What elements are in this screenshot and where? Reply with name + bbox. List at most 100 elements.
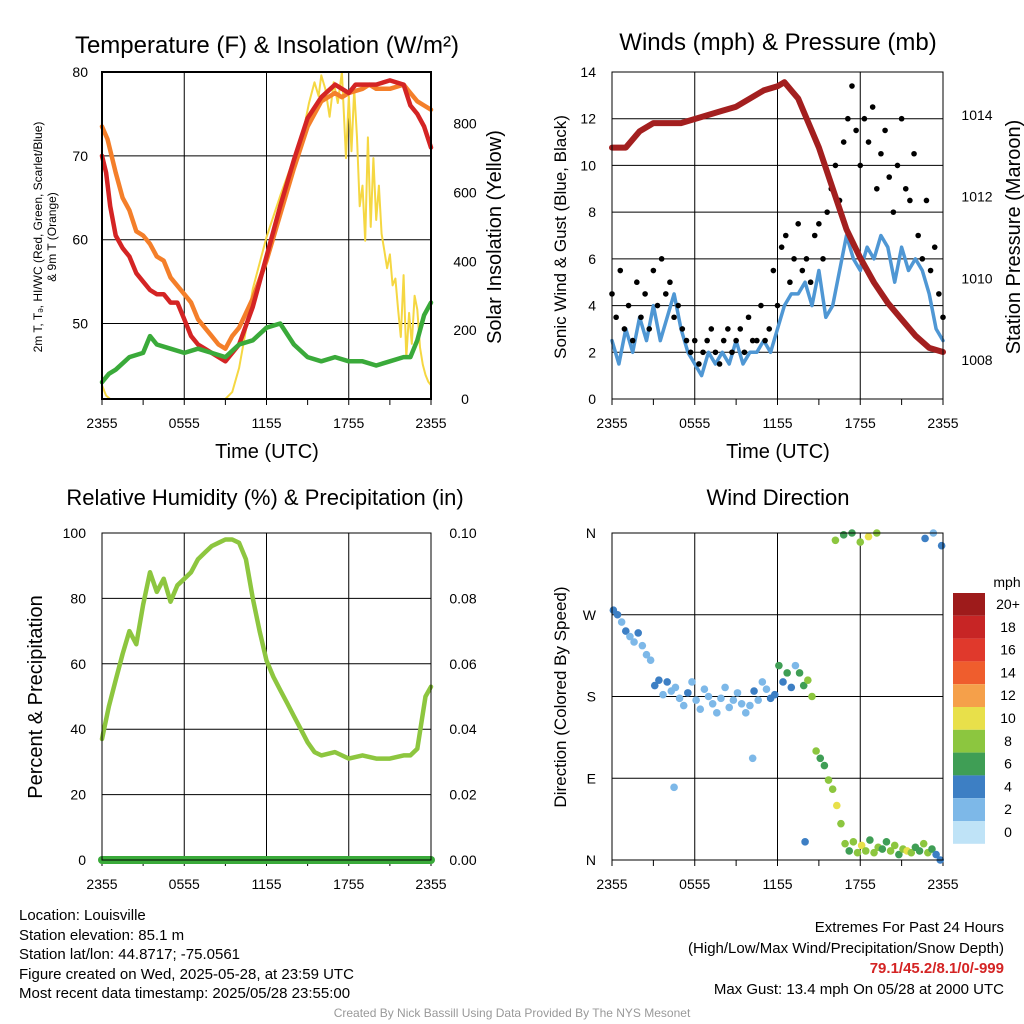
dir-point — [804, 676, 812, 684]
dir-point — [812, 747, 820, 755]
wind-gust-point — [799, 267, 806, 274]
rh-xtick: 0555 — [169, 876, 200, 892]
wind-ytick: 0 — [588, 391, 596, 407]
latlon-text: Station lat/lon: 44.8717; -75.0561 — [19, 946, 241, 963]
wind-gust-point — [816, 221, 822, 227]
legend-label: 6 — [1004, 756, 1012, 772]
rh-xtick: 1155 — [251, 876, 281, 892]
dir-point — [646, 656, 655, 664]
dir-point — [650, 681, 659, 690]
legend-label: 0 — [1004, 824, 1012, 840]
dir-ylabel: Direction (Colored By Speed) — [551, 586, 570, 807]
legend-label: 4 — [1004, 778, 1012, 794]
dir-point — [857, 841, 866, 850]
dir-xtick: 1755 — [845, 876, 876, 892]
wind-y2tick: 1012 — [961, 189, 992, 205]
temp-xlabel: Time (UTC) — [215, 441, 319, 463]
wind-gust-point — [613, 314, 619, 321]
dir-point — [746, 701, 754, 710]
wind-gust-point — [857, 162, 864, 169]
dir-xtick: 2355 — [596, 876, 627, 892]
wind-xlabel: Time (UTC) — [726, 441, 830, 463]
legend-swatch — [953, 684, 985, 707]
dir-point — [801, 838, 809, 846]
dir-point — [775, 661, 783, 670]
wind-y2tick: 1010 — [961, 270, 992, 286]
wind-gust-point — [687, 349, 694, 356]
dir-point — [837, 819, 845, 828]
wind-series-wind_speed — [610, 233, 945, 378]
extremes-title: Extremes For Past 24 Hours — [814, 919, 1004, 936]
wind-series-pressure — [609, 79, 946, 355]
dir-point — [870, 848, 878, 857]
wind-gust-point — [662, 291, 669, 297]
dir-point — [659, 690, 667, 699]
wind-gust-point — [749, 337, 756, 344]
legend-swatch — [953, 661, 985, 685]
extremes-values: 79.1/45.2/8.1/0/-999 — [869, 960, 1004, 977]
temp-series-dewpoint — [99, 300, 434, 385]
legend-swatch — [953, 775, 985, 799]
wind-xtick: 1155 — [762, 415, 792, 431]
wind-gust-point — [907, 197, 913, 204]
dir-point — [626, 632, 634, 641]
credit-text: Created By Nick Bassill Using Data Provi… — [333, 1006, 691, 1020]
dir-point — [733, 689, 742, 697]
wind-y2tick: 1008 — [961, 352, 992, 368]
temp-ylabel-2: & 9m T (Orange) — [45, 192, 59, 282]
wind-gust-point — [840, 139, 847, 145]
dir-point — [621, 627, 630, 635]
wind-gust-point — [737, 326, 744, 332]
dir-ytick: W — [583, 607, 597, 623]
dir-xtick: 0555 — [679, 876, 710, 892]
dir-point — [932, 850, 940, 859]
dir-point — [642, 650, 651, 659]
wind-gust-point — [621, 326, 628, 332]
dir-point — [671, 683, 680, 692]
wind-gust-point — [646, 326, 653, 332]
dir-point — [808, 692, 816, 701]
dir-point — [704, 692, 713, 701]
dir-point — [737, 699, 746, 708]
legend-label: 10 — [1000, 710, 1016, 726]
wind-gust-point — [787, 279, 793, 286]
wind-title: Winds (mph) & Pressure (mb) — [619, 29, 936, 56]
temp-ytick: 80 — [72, 64, 88, 80]
dir-point — [748, 754, 757, 763]
temp-y2label: Solar Insolation (Yellow) — [484, 130, 506, 344]
wind-xtick: 1755 — [845, 415, 876, 431]
dir-point — [779, 678, 787, 686]
dir-point — [890, 841, 899, 850]
legend-swatch — [953, 752, 985, 776]
legend-label: 16 — [1000, 642, 1016, 658]
wind-ytick: 12 — [580, 111, 596, 127]
wind-gust-point — [683, 337, 690, 344]
wind-y2label: Station Pressure (Maroon) — [1003, 120, 1024, 355]
rh-series-rh — [99, 537, 434, 761]
elevation-text: Station elevation: 85.1 m — [19, 926, 185, 944]
wind-xtick: 2355 — [596, 415, 627, 431]
dir-xtick: 1155 — [762, 876, 792, 892]
dir-point — [820, 761, 829, 770]
dir-point — [634, 629, 643, 637]
wind-gust-point — [691, 337, 698, 344]
dir-ytick: N — [586, 525, 596, 541]
rh-ytick: 40 — [70, 721, 86, 737]
dir-point — [750, 687, 758, 695]
dir-point — [725, 703, 734, 712]
wind-gust-point — [696, 361, 702, 367]
rh-ytick: 20 — [70, 787, 86, 803]
wind-gust-point — [882, 127, 888, 134]
dir-point — [907, 848, 916, 857]
wind-gust-point — [629, 337, 636, 344]
wind-gust-point — [919, 256, 926, 262]
temp-ytick: 50 — [72, 316, 88, 332]
legend-swatch — [953, 798, 985, 821]
wind-gust-point — [778, 244, 785, 250]
wind-gust-point — [820, 256, 826, 262]
temp-ytick: 60 — [72, 232, 88, 248]
dir-point — [816, 754, 825, 763]
dir-point — [861, 847, 870, 855]
temp-y2tick: 0 — [461, 391, 469, 407]
